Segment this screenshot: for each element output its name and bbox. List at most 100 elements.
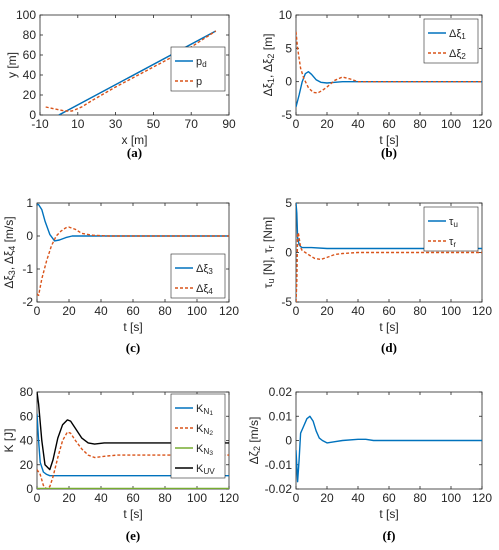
x-tick-label: 0 — [293, 117, 300, 131]
y-tick-label: 1 — [26, 196, 33, 210]
x-tick-label: 10 — [71, 117, 85, 131]
x-tick-label: -10 — [31, 117, 49, 131]
series-line-1 — [296, 70, 482, 108]
y-tick-label: 5 — [285, 41, 292, 55]
x-tick-label: 120 — [472, 304, 492, 318]
legend: τu τr — [423, 206, 479, 252]
x-tick-label: 20 — [320, 491, 334, 505]
legend: KN1 KN2 KN3 KUV — [170, 393, 226, 479]
y-tick-label: 0.02 — [269, 385, 293, 399]
y-tick-label: 40 — [20, 434, 34, 448]
legend-label: KN2 — [196, 423, 213, 437]
y-tick-label: 0 — [26, 229, 33, 243]
x-axis-label: t [s] — [123, 507, 142, 521]
x-tick-label: 0 — [34, 304, 41, 318]
series-line-r — [296, 231, 482, 302]
legend-label: Δξ1 — [449, 28, 466, 41]
chart-panel-c: 0 20 40 60 80 100 120 -2 -1 0 1 t [s] Δξ3, Δξ4 [m/s]… — [2, 196, 239, 355]
x-tick-label: 0 — [293, 304, 300, 318]
y-axis-label: Δξ3, Δξ4 [m/s] — [2, 216, 17, 288]
x-tick-label: 120 — [472, 491, 492, 505]
x-tick-label: 80 — [158, 491, 172, 505]
series-line-pd — [58, 30, 217, 115]
panel-caption: (a) — [127, 145, 142, 160]
legend-label: τr — [449, 236, 456, 249]
chart-panel-f: 0 20 40 60 80 100 120 -0.02 -0.01 0 0.01 0.02 t [s] Δ… — [247, 385, 492, 543]
x-tick-label: 120 — [219, 491, 239, 505]
y-tick-label: 80 — [23, 28, 37, 42]
panel-caption: (d) — [381, 340, 397, 355]
x-tick-label: 120 — [472, 117, 492, 131]
legend-label: p — [196, 76, 202, 88]
x-tick-label: 60 — [126, 491, 140, 505]
legend-label: Δξ3 — [196, 263, 213, 276]
legend-label: pd — [196, 56, 207, 69]
y-tick-label: -1 — [22, 262, 33, 276]
x-tick-label: 80 — [413, 117, 427, 131]
y-tick-label: 0 — [285, 434, 292, 448]
y-tick-label: 60 — [20, 409, 34, 423]
chart-panel-a: -10 10 30 50 70 90 0 20 40 60 80 100 x [m] y [m] (a) pd… — [5, 8, 236, 160]
x-tick-label: 90 — [222, 117, 236, 131]
x-axis-label: t [s] — [379, 133, 398, 147]
x-tick-label: 100 — [187, 304, 207, 318]
y-tick-label: -0.02 — [265, 482, 293, 496]
x-tick-label: 20 — [320, 117, 334, 131]
x-tick-label: 20 — [62, 304, 76, 318]
legend-box — [170, 253, 226, 299]
x-tick-label: 120 — [219, 304, 239, 318]
x-tick-label: 100 — [187, 491, 207, 505]
x-tick-label: 80 — [158, 304, 172, 318]
x-tick-label: 40 — [351, 117, 365, 131]
y-axis-label: Δζ2 [m/s] — [247, 417, 262, 465]
x-tick-label: 100 — [441, 304, 461, 318]
y-axis-label: y [m] — [5, 52, 19, 78]
chart-panel-e: 0 20 40 60 80 100 120 0 20 40 60 80 t [s] K [J] (e) KN1… — [2, 385, 239, 543]
legend-label: KN3 — [196, 443, 213, 457]
legend-box — [170, 46, 226, 92]
x-tick-label: 60 — [382, 304, 396, 318]
series-line-4 — [37, 226, 229, 297]
x-tick-label: 50 — [147, 117, 161, 131]
y-axis-label: K [J] — [2, 428, 16, 452]
panel-caption: (b) — [381, 145, 397, 160]
x-tick-label: 20 — [320, 304, 334, 318]
x-tick-label: 40 — [351, 491, 365, 505]
x-tick-label: 60 — [382, 491, 396, 505]
y-tick-label: -5 — [281, 295, 292, 309]
legend-label: Δξ4 — [196, 283, 213, 296]
legend: pd p — [170, 46, 226, 92]
x-tick-label: 30 — [109, 117, 123, 131]
x-tick-label: 0 — [34, 491, 41, 505]
panel-caption: (c) — [126, 340, 140, 355]
legend: Δξ1 Δξ2 — [423, 18, 479, 64]
y-tick-label: 0 — [285, 75, 292, 89]
x-tick-label: 40 — [94, 304, 108, 318]
y-axis-label: Δξ1, Δξ2 [m] — [261, 34, 276, 97]
series-line-u — [296, 203, 482, 250]
y-tick-label: -5 — [281, 108, 292, 122]
y-tick-label: 0 — [285, 246, 292, 260]
y-tick-label: 80 — [20, 385, 34, 399]
y-tick-label: 20 — [23, 88, 37, 102]
y-tick-label: 0 — [26, 482, 33, 496]
x-tick-label: 40 — [351, 304, 365, 318]
panel-caption: (e) — [126, 528, 140, 543]
y-tick-label: 0.01 — [269, 409, 293, 423]
y-tick-label: 10 — [279, 8, 293, 22]
y-tick-label: 40 — [23, 68, 37, 82]
series-line-KN1 — [37, 413, 229, 477]
x-tick-label: 100 — [441, 117, 461, 131]
x-axis-label: t [s] — [379, 320, 398, 334]
y-tick-label: -0.01 — [265, 458, 293, 472]
y-tick-label: 5 — [285, 196, 292, 210]
legend-box — [423, 18, 479, 64]
legend-label: Δξ2 — [449, 48, 466, 61]
legend-label: KN1 — [196, 403, 213, 417]
series-line-KUV — [37, 392, 229, 471]
y-tick-label: 0 — [29, 108, 36, 122]
x-tick-label: 60 — [382, 117, 396, 131]
x-tick-label: 0 — [293, 491, 300, 505]
